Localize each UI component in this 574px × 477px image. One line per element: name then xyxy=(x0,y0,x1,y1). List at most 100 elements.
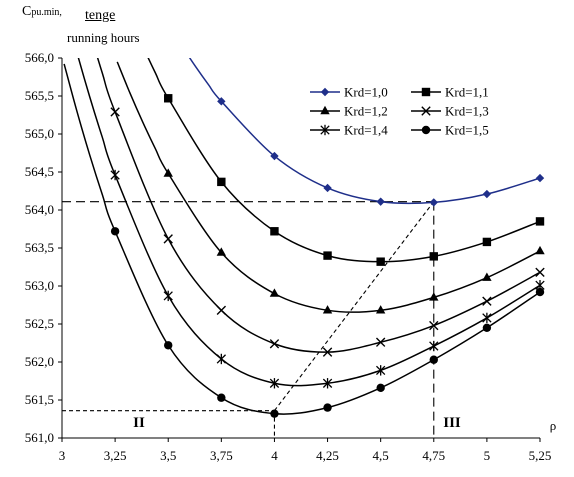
marker-stroke xyxy=(269,339,280,349)
marker-stroke xyxy=(421,106,431,116)
data-point-series-2 xyxy=(376,257,385,266)
x-tick-label: 4,25 xyxy=(316,448,339,463)
x-tick-label: 5 xyxy=(484,448,491,463)
x-tick-label: 4,5 xyxy=(373,448,389,463)
reference-lines xyxy=(62,201,435,438)
data-point-series-6 xyxy=(217,393,226,402)
data-point-series-1 xyxy=(217,97,226,106)
series-markers xyxy=(110,94,545,418)
data-point-series-3 xyxy=(482,272,492,281)
x-tick-label: 4 xyxy=(271,448,278,463)
x-axis-label: ρ xyxy=(550,418,557,433)
legend-marker xyxy=(320,87,330,97)
marker-stroke xyxy=(163,234,173,244)
x-tick-label: 3,75 xyxy=(210,448,233,463)
legend: Krd=1,0 Krd=1,1 Krd=1,2 Krd=1,3 Krd=1,4 Krd=1… xyxy=(310,85,489,138)
marker-stroke xyxy=(110,107,120,117)
y-tick-label: 565,0 xyxy=(25,126,54,141)
y-axis-label: Cpu.min, xyxy=(22,4,62,20)
data-point-series-2 xyxy=(323,251,332,260)
data-point-series-1 xyxy=(429,198,438,207)
region-label: II xyxy=(133,415,145,431)
legend-marker xyxy=(421,106,431,116)
data-point-series-5 xyxy=(429,340,439,352)
marker-stroke xyxy=(482,296,492,306)
legend-marker xyxy=(320,105,330,115)
data-point-series-3 xyxy=(375,305,386,314)
data-point-series-6 xyxy=(376,383,385,393)
data-point-series-1 xyxy=(270,151,279,161)
data-point-series-1 xyxy=(376,197,385,206)
x-tick-label: 5,25 xyxy=(529,448,552,463)
data-point-series-5 xyxy=(216,353,226,365)
data-point-series-2 xyxy=(535,217,545,226)
data-point-series-4 xyxy=(216,305,227,316)
data-point-series-6 xyxy=(164,341,173,350)
data-point-series-5 xyxy=(269,378,280,389)
y-tick-label: 564,0 xyxy=(25,202,54,217)
data-point-series-2 xyxy=(270,227,279,236)
x-tick-label: 3,25 xyxy=(104,448,127,463)
data-point-series-5 xyxy=(376,365,386,376)
region-labels: II III xyxy=(133,415,461,431)
y-axis-label-sub: pu.min, xyxy=(31,7,62,18)
y-axis-label-main: C xyxy=(22,4,32,19)
series-line-5 xyxy=(77,58,540,387)
y-tick-label: 562,0 xyxy=(25,354,54,369)
marker-stroke xyxy=(322,347,333,357)
y-tick-label: 561,0 xyxy=(25,430,54,445)
data-point-series-3 xyxy=(535,245,545,255)
data-point-series-5 xyxy=(163,290,173,302)
y-tick-label: 566,0 xyxy=(25,50,54,65)
data-point-series-3 xyxy=(163,168,173,177)
data-point-series-3 xyxy=(269,288,280,297)
y-axis-unit-bottom: running hours xyxy=(67,30,140,45)
legend-marker xyxy=(421,125,431,135)
data-point-series-4 xyxy=(375,337,386,347)
marker-stroke xyxy=(429,320,439,331)
x-tick-label: 3,5 xyxy=(160,448,176,463)
data-point-series-1 xyxy=(482,189,492,199)
legend-label: Krd=1,5 xyxy=(445,123,489,138)
legend-label: Krd=1,1 xyxy=(445,85,489,100)
legend-label: Krd=1,2 xyxy=(344,104,388,119)
data-point-series-5 xyxy=(322,378,333,389)
legend-marker xyxy=(421,87,431,97)
series-line-4 xyxy=(96,58,540,353)
data-point-series-2 xyxy=(164,94,173,103)
data-point-series-2 xyxy=(429,252,438,261)
data-point-series-3 xyxy=(429,292,439,301)
region-label: III xyxy=(443,415,461,431)
y-tick-label: 564,5 xyxy=(25,164,54,179)
y-tick-label: 563,0 xyxy=(25,278,54,293)
data-point-series-2 xyxy=(482,237,492,247)
tick-labels: 561,0 561,5 562,0 562,5 563,0 563,5 564,0 564,5… xyxy=(25,50,557,463)
y-tick-label: 562,5 xyxy=(25,316,54,331)
legend-label: Krd=1,0 xyxy=(344,85,388,100)
data-point-series-4 xyxy=(322,347,333,357)
data-point-series-2 xyxy=(217,177,226,187)
data-point-series-3 xyxy=(322,305,333,314)
series-curves xyxy=(63,58,540,415)
data-point-series-6 xyxy=(429,355,438,364)
x-tick-label: 4,75 xyxy=(422,448,445,463)
series-line-2 xyxy=(147,58,540,263)
data-point-series-4 xyxy=(535,267,545,278)
y-tick-label: 561,5 xyxy=(25,392,54,407)
data-point-series-4 xyxy=(110,107,120,117)
legend-marker xyxy=(320,124,330,136)
data-point-series-3 xyxy=(216,247,227,256)
data-point-series-4 xyxy=(269,339,280,349)
marker-stroke xyxy=(535,267,545,278)
axes xyxy=(58,57,541,442)
data-point-series-4 xyxy=(163,234,173,244)
data-point-series-6 xyxy=(110,227,120,236)
minimum-connector-line xyxy=(274,201,435,411)
data-point-series-6 xyxy=(270,409,279,418)
y-tick-label: 563,5 xyxy=(25,240,54,255)
data-point-series-4 xyxy=(429,320,439,331)
legend-label: Krd=1,3 xyxy=(445,104,489,119)
data-point-series-1 xyxy=(323,183,332,193)
data-point-series-5 xyxy=(110,169,120,181)
legend-label: Krd=1,4 xyxy=(344,123,388,138)
